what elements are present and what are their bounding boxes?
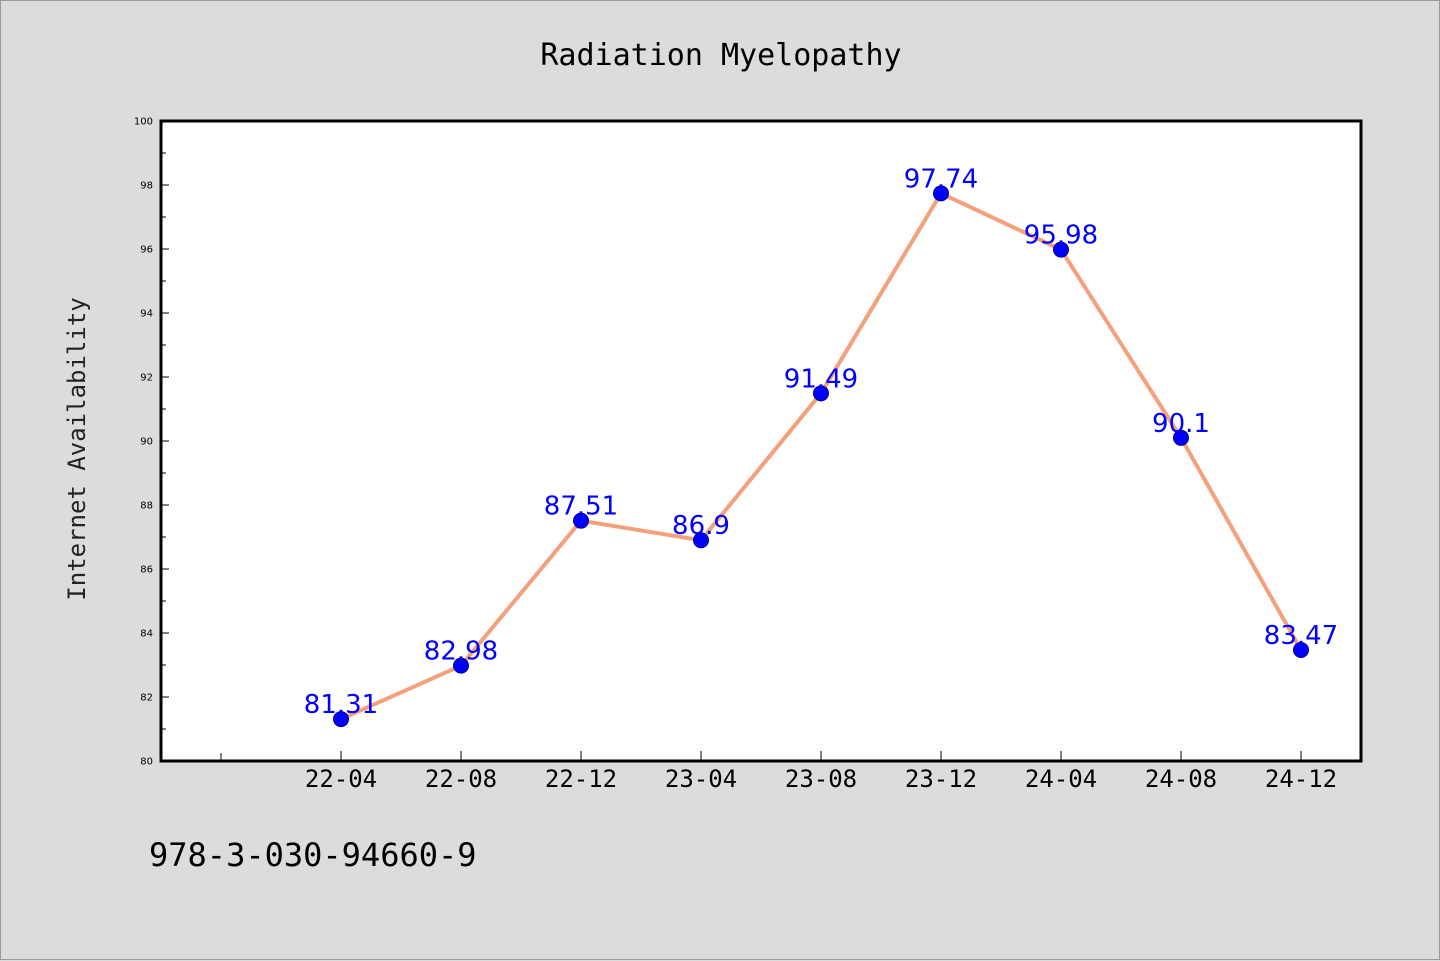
plot-area xyxy=(161,121,1361,761)
data-point xyxy=(813,385,829,402)
x-tick-label: 24-04 xyxy=(1025,765,1097,793)
x-tick-label: 23-12 xyxy=(905,765,977,793)
y-tick-label: 98 xyxy=(140,181,153,192)
data-label: 83.47 xyxy=(1264,621,1338,651)
chart-title: Radiation Myelopathy xyxy=(540,38,901,73)
x-tick-label: 23-04 xyxy=(665,765,737,793)
y-tick-label: 90 xyxy=(140,437,153,448)
x-tick-label: 22-12 xyxy=(545,765,617,793)
data-point xyxy=(333,711,349,728)
data-label: 97.74 xyxy=(904,164,978,194)
data-label: 82.98 xyxy=(424,637,498,667)
y-tick-label: 100 xyxy=(134,117,153,128)
x-tick-label: 24-12 xyxy=(1265,765,1337,793)
y-tick-label: 84 xyxy=(140,629,153,640)
data-label: 81.31 xyxy=(304,690,378,720)
y-tick-label: 88 xyxy=(140,501,153,512)
y-tick-label: 82 xyxy=(140,693,153,704)
data-label: 90.1 xyxy=(1152,409,1210,439)
data-point xyxy=(1173,429,1189,446)
y-tick-label: 80 xyxy=(140,757,153,768)
data-point xyxy=(1053,241,1069,258)
y-tick-label: 86 xyxy=(140,565,153,576)
x-tick-label: 24-08 xyxy=(1145,765,1217,793)
footer-identifier: 978-3-030-94660-9 xyxy=(149,836,477,874)
x-tick-label: 22-08 xyxy=(425,765,497,793)
data-point xyxy=(1293,641,1309,658)
y-tick-label: 92 xyxy=(140,373,153,384)
y-tick-label: 96 xyxy=(140,245,153,256)
x-tick-label: 22-04 xyxy=(305,765,377,793)
data-label: 87.51 xyxy=(544,492,618,522)
data-point xyxy=(933,185,949,202)
plot-frame xyxy=(159,119,1363,763)
data-point xyxy=(453,657,469,674)
series-group: 81.31 82.98 87.51 86.9 91.49 97.74 95.98 90.1 83… xyxy=(304,164,1338,728)
y-axis-label: Internet Availability xyxy=(63,297,91,600)
data-label: 86.9 xyxy=(672,511,730,541)
x-axis-ticks: 22-04 22-08 22-12 23-04 23-08 23-12 24-04 24-08… xyxy=(220,751,1337,793)
data-point xyxy=(573,512,589,529)
data-point xyxy=(693,532,709,549)
data-label: 91.49 xyxy=(784,364,858,394)
data-label: 95.98 xyxy=(1024,221,1098,251)
y-tick-label: 94 xyxy=(140,309,153,320)
x-tick-label: 23-08 xyxy=(785,765,857,793)
